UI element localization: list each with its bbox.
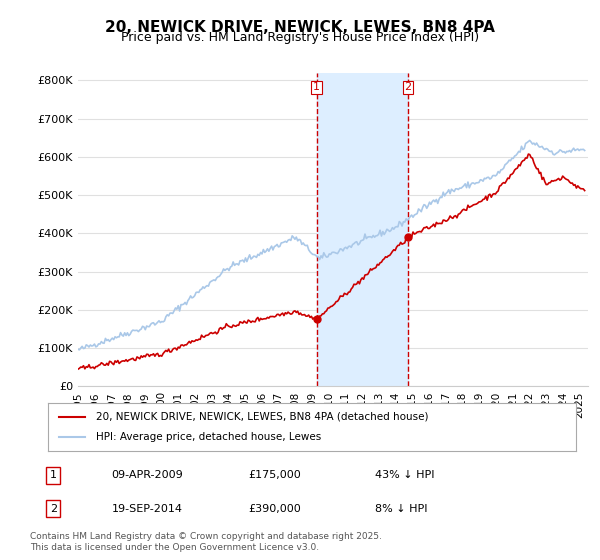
Text: Contains HM Land Registry data © Crown copyright and database right 2025.
This d: Contains HM Land Registry data © Crown c… [30,532,382,552]
Text: 1: 1 [50,470,57,480]
Text: 19-SEP-2014: 19-SEP-2014 [112,504,182,514]
Text: 2: 2 [404,82,412,92]
Text: Price paid vs. HM Land Registry's House Price Index (HPI): Price paid vs. HM Land Registry's House … [121,31,479,44]
Bar [317,73,408,386]
Text: 2: 2 [50,504,57,514]
Text: 8% ↓ HPI: 8% ↓ HPI [376,504,428,514]
Text: £175,000: £175,000 [248,470,301,480]
Text: 09-APR-2009: 09-APR-2009 [112,470,183,480]
Text: £390,000: £390,000 [248,504,301,514]
Text: 43% ↓ HPI: 43% ↓ HPI [376,470,435,480]
Text: HPI: Average price, detached house, Lewes: HPI: Average price, detached house, Lewe… [95,432,321,442]
Text: 1: 1 [313,82,320,92]
Text: 20, NEWICK DRIVE, NEWICK, LEWES, BN8 4PA (detached house): 20, NEWICK DRIVE, NEWICK, LEWES, BN8 4PA… [95,412,428,422]
Text: 20, NEWICK DRIVE, NEWICK, LEWES, BN8 4PA: 20, NEWICK DRIVE, NEWICK, LEWES, BN8 4PA [105,20,495,35]
